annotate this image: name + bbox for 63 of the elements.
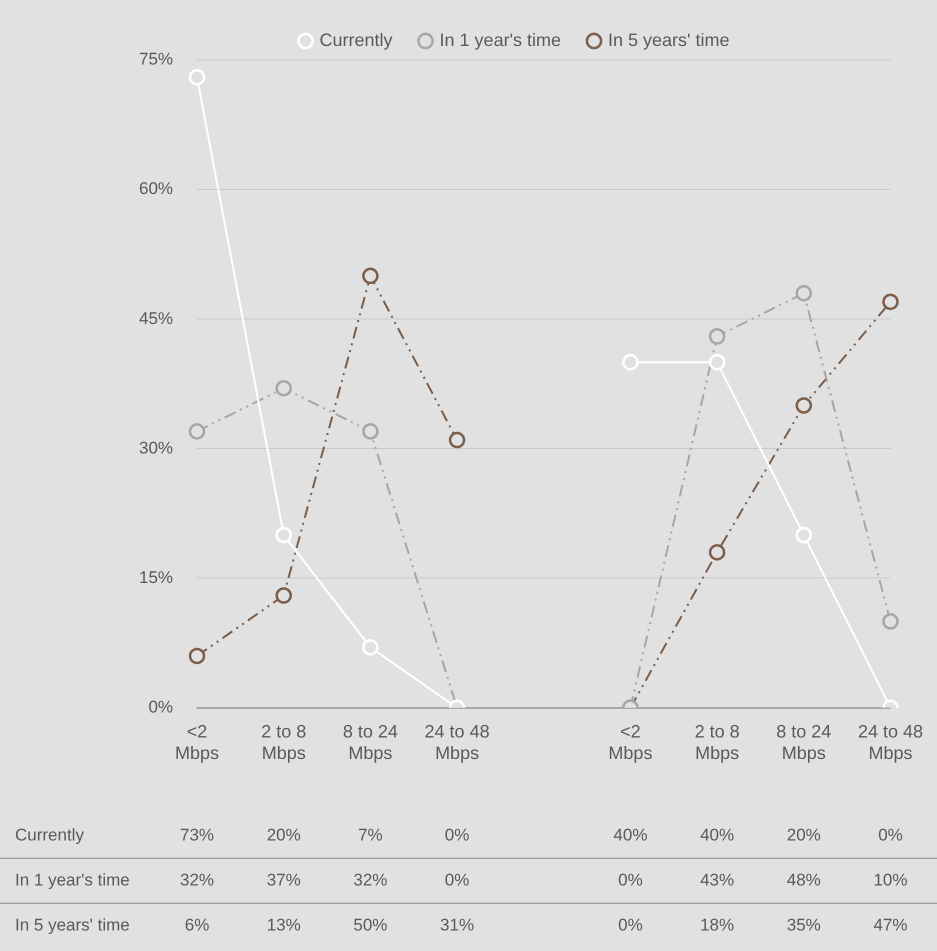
point <box>188 423 206 440</box>
data-label: 6% <box>184 915 210 934</box>
data-label: 0% <box>878 825 903 844</box>
point <box>796 397 812 414</box>
data-label: 13% <box>266 915 301 934</box>
point <box>796 284 812 302</box>
data-label: 31% <box>440 915 474 934</box>
text: In 1 year's time <box>15 870 130 890</box>
point <box>796 526 812 544</box>
data-label: 7% <box>358 825 383 844</box>
point <box>188 648 206 664</box>
point <box>362 639 379 656</box>
y-tick-label: 60% <box>138 179 174 198</box>
data-label: 47% <box>873 915 908 934</box>
data-label: 0% <box>618 915 643 934</box>
data-label: 18% <box>700 915 734 934</box>
x-tick-label: 2 to 8 Mbps <box>694 722 740 764</box>
point <box>708 328 726 345</box>
x-tick-label: <2 Mbps <box>175 722 220 764</box>
data-label: 10% <box>873 870 908 890</box>
x-tick-label: <2 Mbps <box>608 722 652 764</box>
point <box>708 544 726 561</box>
data-label: 20% <box>266 825 301 844</box>
data-label: 40% <box>613 825 648 844</box>
data-label: 32% <box>180 870 214 890</box>
data-label: 48% <box>786 870 821 890</box>
point <box>448 432 466 448</box>
data-label: 0% <box>444 870 470 890</box>
legend-label: In 5 years' time <box>608 30 730 50</box>
point <box>362 268 379 284</box>
text: In 5 years' time <box>15 915 130 934</box>
data-label: 50% <box>353 915 388 934</box>
data-label: 35% <box>786 915 821 934</box>
y-tick-label: 30% <box>138 438 174 458</box>
x-tick-label: 24 to 48 Mbps <box>858 722 924 764</box>
point <box>188 69 206 86</box>
point <box>275 587 292 604</box>
legend-label: Currently <box>320 30 393 50</box>
x-tick-label: 24 to 48 Mbps <box>424 722 490 764</box>
point <box>622 354 639 371</box>
x-tick-label: 8 to 24 Mbps <box>342 722 398 764</box>
y-tick-label: 0% <box>148 697 174 716</box>
data-label: 0% <box>618 870 643 890</box>
data-label: 40% <box>700 825 734 844</box>
legend-label: In 1 year's time <box>440 30 562 50</box>
data-label: 37% <box>266 870 301 890</box>
data-label: 0% <box>444 825 470 844</box>
x-tick-label: 2 to 8 Mbps <box>261 722 306 764</box>
data-label: 73% <box>180 825 214 844</box>
text: Currently <box>15 825 84 844</box>
data-label: 20% <box>786 825 821 844</box>
x-tick-label: 8 to 24 Mbps <box>776 722 832 764</box>
y-tick-label: 15% <box>138 568 174 587</box>
point <box>275 380 292 396</box>
point <box>275 526 292 544</box>
y-tick-label: 45% <box>138 308 174 328</box>
data-label: 43% <box>700 870 734 890</box>
point <box>882 294 899 310</box>
point <box>708 354 726 371</box>
point <box>362 423 379 440</box>
point <box>882 613 899 630</box>
y-tick-label: 75% <box>138 50 174 69</box>
data-label: 32% <box>353 870 388 890</box>
